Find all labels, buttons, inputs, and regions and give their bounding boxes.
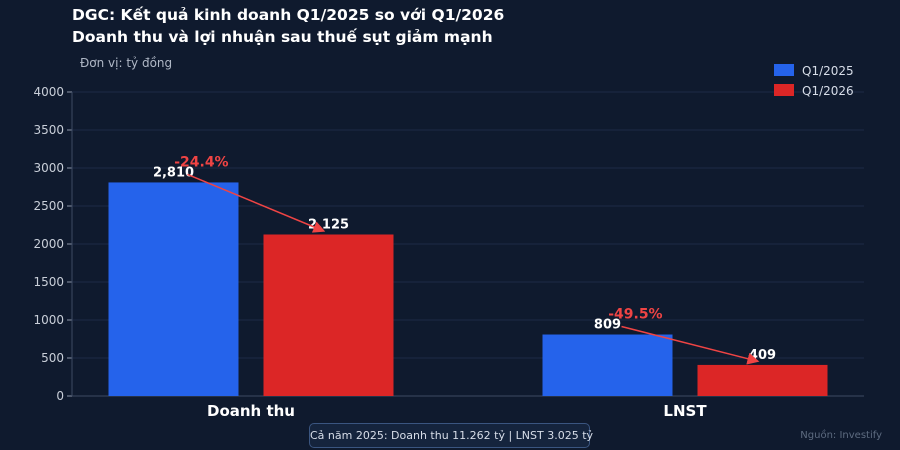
legend-swatch — [774, 64, 794, 76]
bar-q1-2025 — [108, 182, 239, 396]
y-tick-label: 3500 — [33, 123, 64, 137]
bar-q1-2026 — [263, 234, 394, 396]
title-line-2: Doanh thu và lợi nhuận sau thuế sụt giảm… — [72, 28, 493, 46]
data-label: 2,125 — [308, 218, 349, 233]
change-arrow — [621, 325, 760, 365]
y-tick-label: 4000 — [33, 85, 64, 99]
annual-summary-note: Cả năm 2025: Doanh thu 11.262 tỷ | LNST … — [309, 423, 593, 448]
x-category-label: LNST — [663, 402, 707, 420]
legend-swatch — [774, 84, 794, 96]
legend-label: Q1/2025 — [802, 64, 854, 78]
y-tick-label: 2500 — [33, 199, 64, 213]
y-tick-label: 2000 — [33, 237, 64, 251]
y-tick-label: 1500 — [33, 275, 64, 289]
change-label: -24.4% — [174, 154, 228, 170]
unit-label: Đơn vị: tỷ đồng — [80, 56, 173, 70]
change-label: -49.5% — [608, 307, 662, 323]
title-line-1: DGC: Kết quả kinh doanh Q1/2025 so với Q… — [72, 6, 505, 24]
y-tick-label: 1000 — [33, 313, 64, 327]
source-label: Nguồn: Investify — [800, 430, 882, 441]
data-label: 2,810 — [153, 165, 194, 180]
y-tick-label: 0 — [56, 389, 64, 403]
y-tick-label: 3000 — [33, 161, 64, 175]
data-label: 809 — [594, 318, 621, 333]
legend-label: Q1/2026 — [802, 84, 854, 98]
x-category-label: Doanh thu — [207, 402, 295, 420]
y-tick-label: 500 — [41, 351, 64, 365]
chart-title: DGC: Kết quả kinh doanh Q1/2025 so với Q… — [72, 4, 504, 48]
bar-q1-2026 — [697, 364, 828, 396]
bar-q1-2025 — [542, 334, 673, 396]
change-arrow — [187, 173, 326, 233]
